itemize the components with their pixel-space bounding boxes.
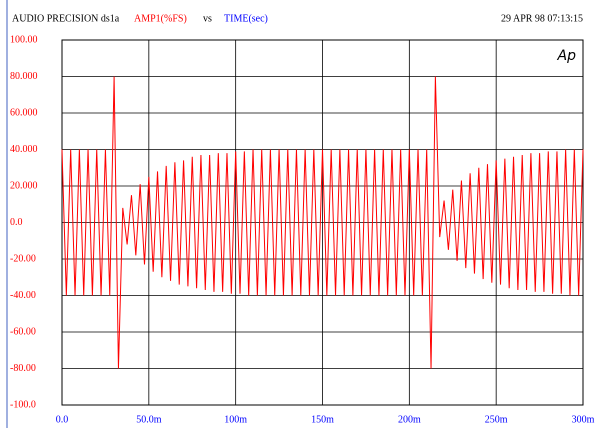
y-tick-label: 20.000: [10, 180, 38, 191]
y-tick-label: -80.00: [10, 363, 36, 374]
timestamp: 29 APR 98 07:13:15: [501, 13, 583, 24]
logo: Ap: [557, 48, 577, 64]
y-tick-label: 80.000: [10, 71, 38, 82]
y-tick-label: 40.000: [10, 144, 38, 155]
y-tick-label: -20.00: [10, 253, 36, 264]
x-tick-label: 150m: [311, 414, 334, 425]
x-tick-label: 300m: [572, 414, 595, 425]
y-tick-label: 100.00: [10, 34, 38, 45]
y-tick-label: -40.00: [10, 290, 36, 301]
y-tick-label: -60.00: [10, 326, 36, 337]
x-tick-label: 0.0: [56, 414, 69, 425]
y-axis-title: AMP1(%FS): [134, 13, 187, 24]
y-tick-label: -100.0: [10, 399, 36, 410]
x-tick-label: 100m: [224, 414, 247, 425]
x-tick-label: 50.0m: [136, 414, 162, 425]
connector: vs: [203, 13, 212, 24]
waveform: [61, 76, 584, 369]
x-tick-label: 250m: [485, 414, 508, 425]
y-tick-label: 60.000: [10, 107, 38, 118]
x-tick-label: 200m: [398, 414, 421, 425]
chart-title: AUDIO PRECISION ds1a: [12, 13, 120, 24]
y-tick-label: 0.0: [10, 217, 23, 228]
x-axis-title: TIME(sec): [224, 13, 268, 24]
